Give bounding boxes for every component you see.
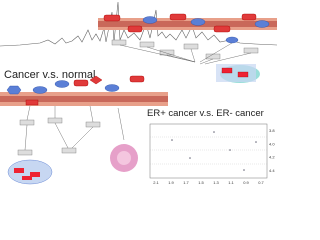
comparison-label: Cancer v.s. normal: [4, 69, 96, 81]
x-tick-label: 1.5: [198, 180, 204, 185]
comparison-label: ER+ cancer v.s. ER- cancer: [147, 108, 264, 119]
x-tick-label: 1.3: [213, 180, 219, 185]
x-tick-label: 1.9: [168, 180, 174, 185]
y-tick-label: 4.0: [269, 141, 275, 146]
x-tick-label: 1.7: [183, 180, 189, 185]
y-tick-label: 4.2: [269, 155, 275, 160]
membrane-core: [98, 21, 277, 27]
x-tick-label: 1.1: [228, 180, 234, 185]
pathway-top: [98, 13, 277, 83]
y-tick-label: 3.8: [269, 128, 275, 133]
x-tick-label: 0.9: [243, 180, 249, 185]
spectrum: [0, 1, 277, 47]
x-tick-label: 0.7: [258, 180, 264, 185]
y-tick-label: 4.4: [269, 168, 275, 173]
x-tick-label: 2.1: [153, 180, 159, 185]
figure: Cancer v.s. normal ER+ cancer v.s. ER- c…: [0, 1, 277, 185]
nmr-plot: [149, 123, 268, 179]
pathway-bottom: [0, 75, 168, 185]
membrane-core: [0, 96, 168, 102]
